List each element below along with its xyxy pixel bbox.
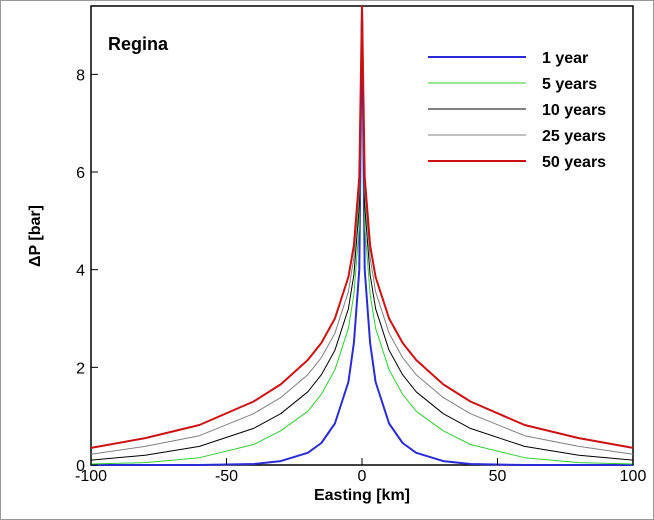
legend-label-1: 1 year [542,50,588,67]
legend-label-4: 25 years [542,128,606,145]
legend-label-3: 10 years [542,102,606,119]
y-tick-label-4: 8 [76,67,85,84]
y-tick-label-2: 4 [76,263,85,280]
x-tick-label-4: 100 [620,468,647,485]
x-tick-label-2: 0 [358,468,367,485]
x-ticks: -100 -50 0 50 100 [75,458,646,485]
y-tick-label-1: 2 [76,360,85,377]
x-axis-title: Easting [km] [314,487,410,504]
y-tick-label-3: 6 [76,165,85,182]
y-ticks: 0 2 4 6 8 [76,67,98,475]
y-tick-label-0: 0 [76,458,85,475]
x-tick-label-3: 50 [489,468,507,485]
series-line-1 [91,5,633,466]
series-line-5 [90,5,634,449]
x-tick-label-1: -50 [215,468,238,485]
chart-annotation: Regina [108,34,169,54]
x-tick-label-0: -100 [75,468,107,485]
legend-label-2: 5 years [542,76,597,93]
legend-label-5: 50 years [542,154,606,171]
legend: 1 year 5 years 10 years 25 years 50 years [428,50,606,171]
y-axis-title: ΔP [bar] [27,205,44,267]
series-layer [90,5,634,466]
